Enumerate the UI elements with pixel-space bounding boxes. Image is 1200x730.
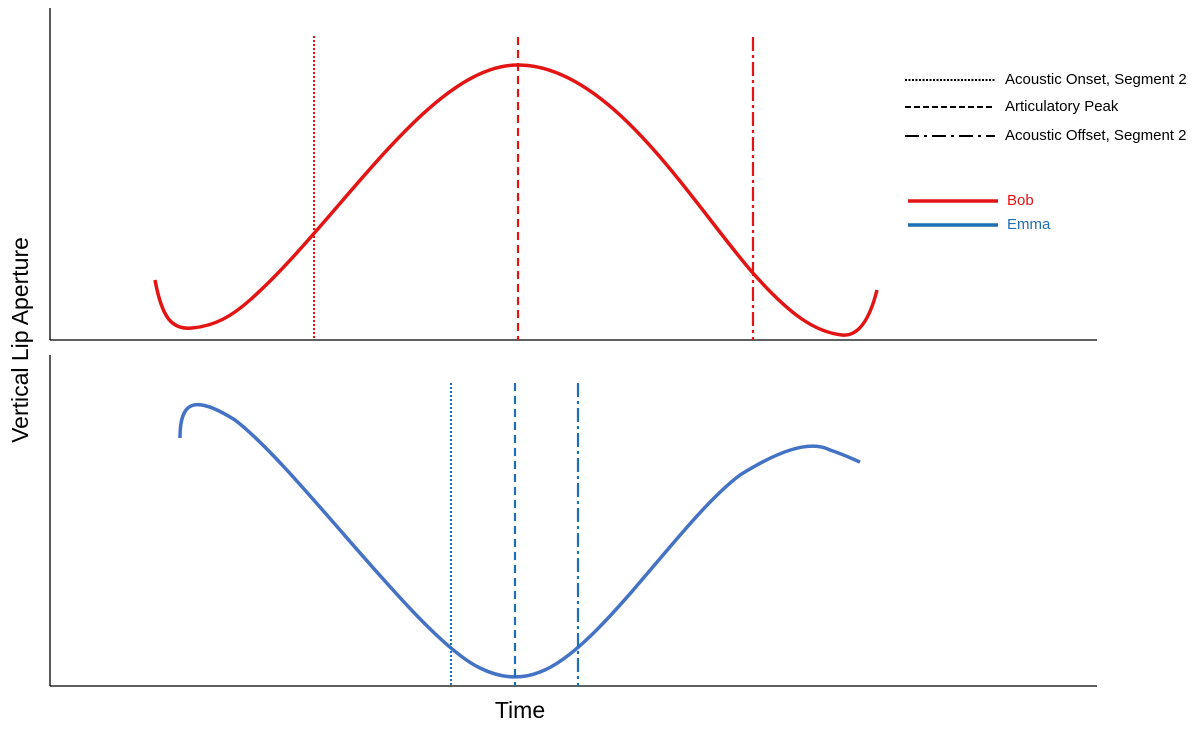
legend-label: Acoustic Offset, Segment 2 [1005,127,1186,144]
bottom-axes [49,355,1097,687]
legend-label: Emma [1007,216,1051,233]
emma-curve [178,403,861,679]
y-axis-label: Vertical Lip Aperture [7,237,33,443]
legend-label: Acoustic Onset, Segment 2 [1005,71,1187,88]
x-axis-label: Time [495,697,545,723]
legend-label: Bob [1007,192,1034,209]
legend: Acoustic Onset, Segment 2 Articulatory P… [905,71,1187,233]
legend-label: Articulatory Peak [1005,98,1119,115]
top-axes [49,8,1097,341]
bob-curve [153,63,879,337]
